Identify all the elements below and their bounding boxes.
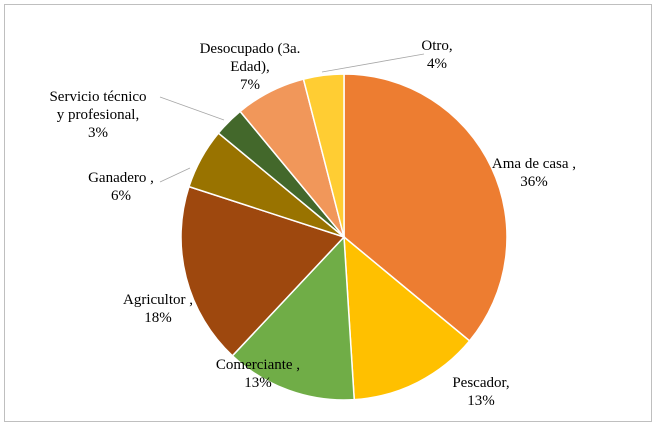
pie-slice-pescador — [343, 235, 471, 401]
leader-line — [159, 167, 191, 183]
slice-label: Desocupado (3a. Edad), 7% — [200, 41, 301, 93]
slice-label-line: 36% — [520, 174, 548, 190]
slice-label-line: 3% — [88, 125, 108, 141]
slice-label-line: Servicio técnico — [49, 89, 146, 105]
slice-label: Agricultor , 18% — [123, 292, 193, 326]
slice-label: Ama de casa , 36% — [492, 156, 576, 190]
slice-label: Ganadero , 6% — [88, 170, 154, 204]
pie-slice-ama-de-casa — [343, 73, 508, 342]
slice-label: Comerciante , 13% — [216, 357, 300, 391]
pie-slices — [180, 73, 508, 401]
leader-line — [321, 53, 425, 73]
slice-label-line: Ama de casa , — [492, 156, 576, 172]
slice-label-line: Pescador, — [452, 375, 509, 391]
slice-label-line: y profesional, — [57, 107, 139, 123]
leader-line — [159, 96, 225, 121]
pie-slice-comerciante — [231, 235, 356, 401]
slice-labels: Ama de casa , 36%Pescador, 13%Comerciante … — [49, 38, 576, 409]
slice-label-line: Edad), — [230, 59, 270, 75]
slice-label-line: Ganadero , — [88, 170, 154, 186]
slice-label: Servicio técnico y profesional, 3% — [49, 89, 146, 141]
slice-label-line: 18% — [144, 310, 172, 326]
slice-label-line: 6% — [111, 188, 131, 204]
pie-slice-otro — [302, 73, 345, 238]
slice-label: Otro, 4% — [421, 38, 452, 72]
slice-label-line: Desocupado (3a. — [200, 41, 301, 57]
slice-label-line: Comerciante , — [216, 357, 300, 373]
slice-label-line: 7% — [240, 77, 260, 93]
pie-slice-agricultor — [180, 185, 346, 357]
slice-label-line: 13% — [244, 375, 272, 391]
slice-label-line: Otro, — [421, 38, 452, 54]
slice-label: Pescador, 13% — [452, 375, 509, 409]
slice-label-line: 4% — [427, 56, 447, 72]
slice-label-line: Agricultor , — [123, 292, 193, 308]
leader-lines — [159, 53, 425, 183]
slice-label-line: 13% — [467, 393, 495, 409]
